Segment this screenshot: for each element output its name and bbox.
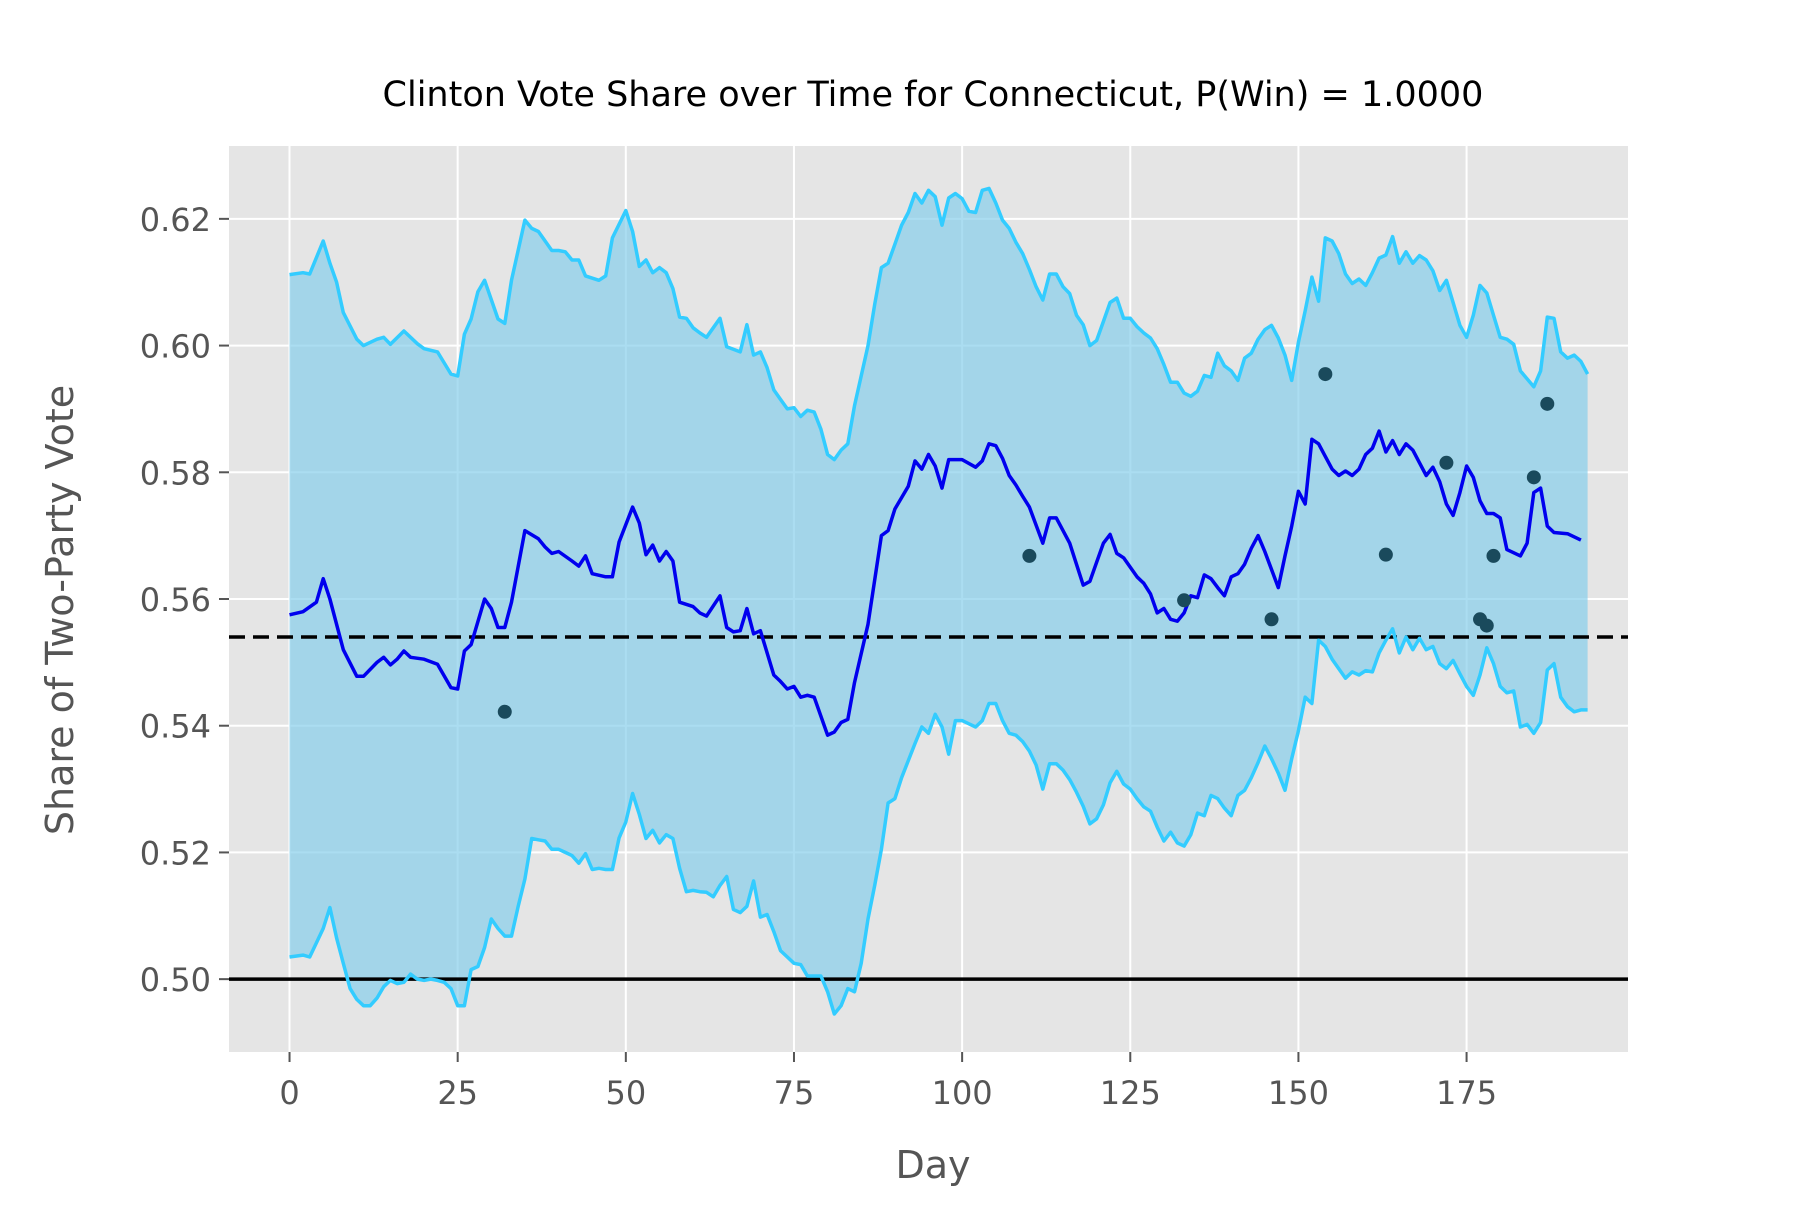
x-tick-label: 0 [279, 1074, 299, 1112]
y-axis-label: Share of Two-Party Vote [38, 385, 82, 835]
mean-line [289, 429, 1582, 737]
poll-points [497, 367, 1555, 719]
poll-point [1540, 396, 1555, 411]
band-fill [289, 188, 1588, 1014]
x-axis-label: Day [895, 1143, 970, 1187]
y-tick-label: 0.52 [140, 834, 211, 872]
y-tick-label: 0.60 [140, 328, 211, 366]
poll-point [1479, 618, 1494, 633]
poll-point [497, 704, 512, 719]
y-tick-labels: 0.50 0.52 0.54 0.56 0.58 0.60 0.62 [140, 201, 229, 999]
y-tick-label: 0.62 [140, 201, 211, 239]
x-tick-label: 75 [774, 1074, 815, 1112]
y-tick-label: 0.58 [140, 454, 211, 492]
x-tick-labels: 0 25 50 75 100 125 150 175 [279, 1052, 1497, 1112]
x-tick-label: 175 [1436, 1074, 1497, 1112]
x-tick-label: 25 [437, 1074, 478, 1112]
x-tick-label: 150 [1268, 1074, 1329, 1112]
x-tick-label: 100 [932, 1074, 993, 1112]
upper-band-line [289, 186, 1590, 462]
series-lines [289, 186, 1590, 1016]
poll-point [1486, 548, 1501, 563]
x-tick-label: 125 [1100, 1074, 1161, 1112]
y-tick-label: 0.56 [140, 581, 211, 619]
poll-point [1022, 548, 1037, 563]
poll-point [1439, 455, 1454, 470]
y-tick-label: 0.50 [140, 961, 211, 999]
confidence-band [289, 188, 1588, 1014]
poll-point [1526, 470, 1541, 485]
x-tick-label: 50 [605, 1074, 646, 1112]
lower-band-line [289, 627, 1588, 1016]
poll-point [1318, 367, 1333, 382]
poll-point [1264, 612, 1279, 627]
poll-point [1177, 593, 1192, 608]
poll-point [1378, 547, 1393, 562]
chart-title: Clinton Vote Share over Time for Connect… [383, 75, 1484, 115]
y-tick-label: 0.54 [140, 708, 211, 746]
